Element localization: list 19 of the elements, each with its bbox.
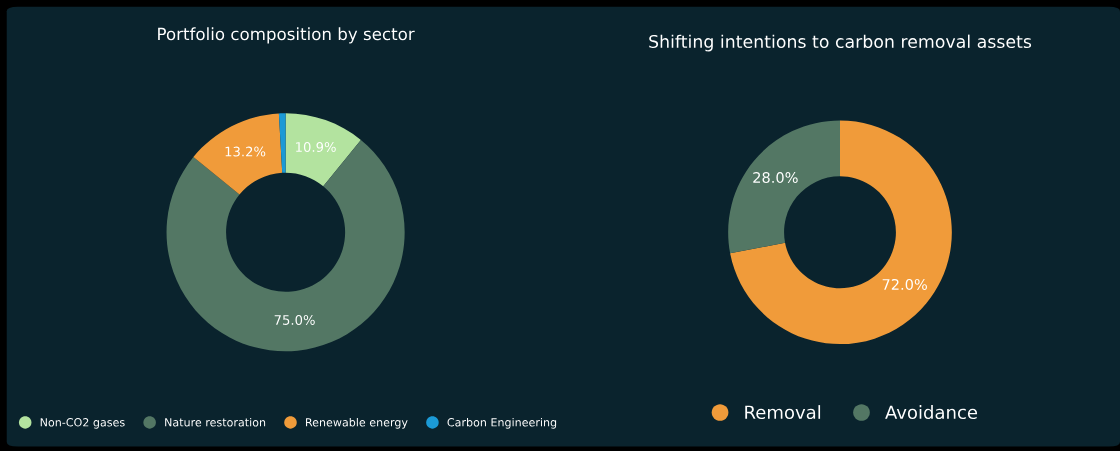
donut-slice	[728, 120, 840, 254]
legend-label: Nature restoration	[165, 417, 266, 427]
legend-label: Avoidance	[885, 405, 978, 420]
data-label: 13.2%	[225, 146, 266, 157]
data-label: 75.0%	[274, 314, 315, 325]
legend-label: Removal	[745, 405, 821, 420]
donut-slice	[166, 140, 405, 352]
chart-title: Portfolio composition by sector	[158, 27, 415, 44]
legend-label: Carbon Engineering	[447, 417, 557, 429]
data-label: 10.9%	[296, 142, 336, 152]
legend-label: Renewable energy	[306, 417, 408, 429]
legend-label: Non-CO2 gases	[40, 418, 125, 429]
chart-title: Shifting intentions to carbon removal assets	[649, 34, 1032, 52]
data-label: 28.0%	[753, 171, 798, 184]
donut-slice	[285, 113, 361, 187]
donut-slice	[278, 113, 286, 173]
donut-slice	[730, 120, 952, 345]
data-label: 72.0%	[882, 278, 927, 290]
donut-slice	[193, 113, 283, 195]
